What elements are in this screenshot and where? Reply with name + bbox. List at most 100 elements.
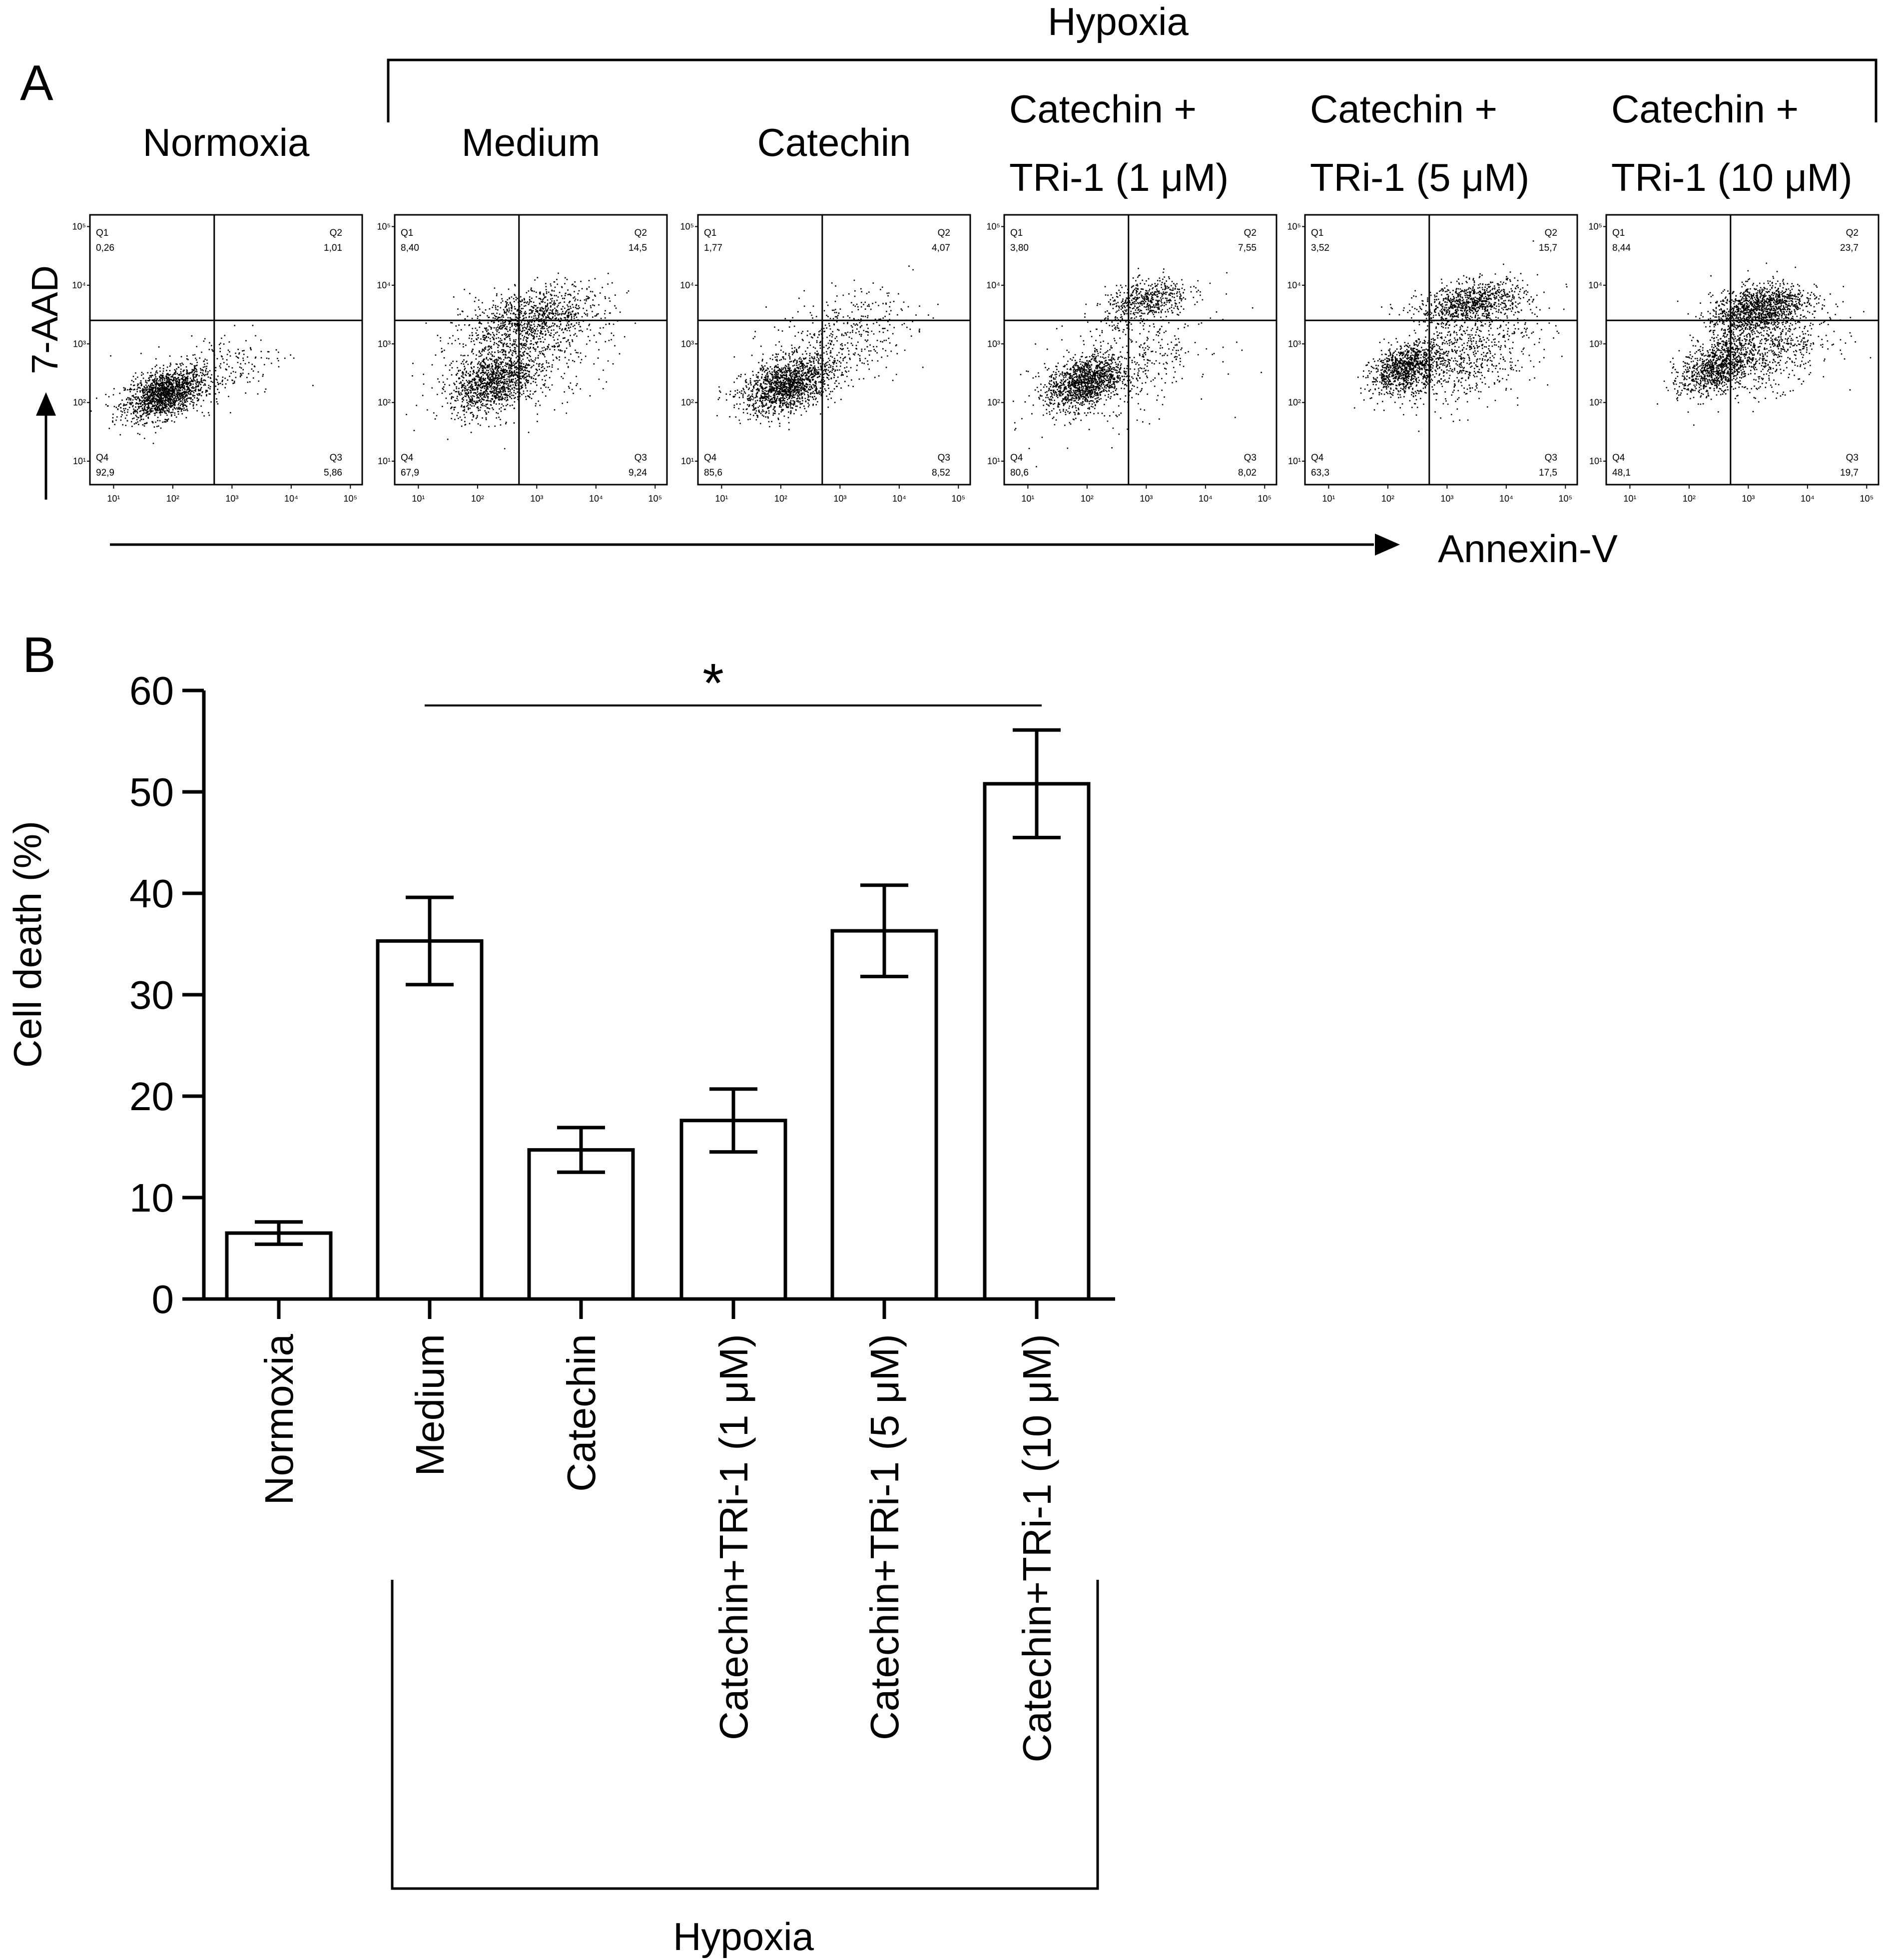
x-tick-label: 10²	[166, 494, 179, 504]
y-tick-label: 10	[129, 1176, 174, 1220]
dot-cloud	[406, 272, 636, 450]
x-tick-label: 10³	[1140, 494, 1153, 504]
flow-plot: Medium Q1 8,40 Q2 14,5 Q4 67,9 Q3 9,24 10¹ 10¹ 10² 1…	[377, 120, 668, 504]
x-tick-label: 10⁵	[344, 494, 357, 504]
quadrant-name: Q3	[634, 453, 647, 463]
quadrant-name: Q3	[1846, 453, 1859, 463]
y-tick-label: 10⁵	[72, 221, 86, 231]
quadrant-name: Q2	[1846, 228, 1859, 238]
y-tick-label: 10⁴	[72, 280, 86, 290]
event-dots	[1013, 268, 1262, 468]
quadrant-name: Q3	[1244, 453, 1257, 463]
y-tick-label: 10⁴	[1588, 280, 1602, 290]
y-axis-title: Cell death (%)	[5, 821, 49, 1068]
plot-title: Catechin +	[1611, 87, 1799, 131]
bar-group	[376, 895, 484, 1319]
y-tick-label: 10²	[681, 398, 694, 408]
plot-title: TRi-1 (5 μM)	[1310, 155, 1529, 199]
quadrant-value-q4: 67,9	[401, 468, 419, 478]
y-tick-label: 10⁵	[987, 221, 1000, 231]
x-tick-label: 10²	[1381, 494, 1394, 504]
y-tick-label: 10¹	[378, 456, 391, 466]
quadrant-value-q3: 17,5	[1539, 468, 1557, 478]
x-tick-label: 10²	[1081, 494, 1094, 504]
quadrant-value-q4: 85,6	[704, 468, 722, 478]
bar	[830, 929, 938, 1301]
y-tick-label: 10³	[1589, 339, 1602, 349]
y-tick-label: 10¹	[681, 456, 694, 466]
quadrant-value-q2: 1,01	[324, 243, 342, 253]
flow-plot: Normoxia Q1 0,26 Q2 1,01 Q4 92,9 Q3 5,86 10¹ 10¹ 10…	[72, 120, 363, 504]
quadrant-value-q3: 9,24	[629, 468, 647, 478]
bar-group	[983, 728, 1091, 1319]
dot-cloud	[1013, 268, 1262, 468]
y-tick-label: 30	[129, 973, 174, 1017]
quadrant-name: Q1	[401, 228, 413, 238]
y-tick-label: 10⁴	[1287, 280, 1301, 290]
x-category-label: Normoxia	[257, 1334, 301, 1505]
event-dots	[90, 325, 314, 444]
y-tick-label: 10²	[378, 398, 391, 408]
quadrant-name: Q2	[330, 228, 342, 238]
quadrant-value-q1: 8,44	[1612, 243, 1631, 253]
x-tick-label: 10⁵	[1559, 494, 1572, 504]
quadrant-name: Q1	[1010, 228, 1023, 238]
dot-cloud	[716, 265, 939, 431]
x-tick-label: 10¹	[1322, 494, 1335, 504]
significance-star: *	[702, 653, 724, 714]
y-tick-label: 10³	[378, 339, 391, 349]
bar	[376, 939, 484, 1301]
dot-cloud	[90, 325, 314, 444]
quadrant-name: Q2	[1545, 228, 1557, 238]
x-tick-label: 10³	[530, 494, 543, 504]
x-category-label: Catechin+TRi-1 (10 μM)	[1015, 1334, 1059, 1762]
x-tick-label: 10⁴	[1801, 494, 1815, 504]
x-axis-label-annexin: Annexin-V	[1438, 527, 1618, 571]
y-tick-label: 10⁴	[986, 280, 1000, 290]
y-tick-label: 10⁴	[680, 280, 694, 290]
quadrant-name: Q2	[634, 228, 647, 238]
quadrant-value-q1: 3,52	[1311, 243, 1329, 253]
quadrant-value-q1: 3,80	[1010, 243, 1029, 253]
event-dots	[1353, 240, 1568, 432]
y-ticks: 0 10 20 30 40 50 60	[129, 668, 204, 1321]
x-tick-label: 10⁵	[648, 494, 662, 504]
quadrant-value-q4: 80,6	[1010, 468, 1029, 478]
x-tick-label: 10⁴	[1499, 494, 1513, 504]
x-tick-label: 10⁴	[1199, 494, 1213, 504]
quadrant-value-q4: 48,1	[1612, 468, 1631, 478]
hypoxia-bracket-b	[391, 1580, 1099, 1890]
x-tick-label: 10³	[225, 494, 238, 504]
bar	[983, 782, 1091, 1301]
x-tick-label: 10²	[774, 494, 787, 504]
quadrant-value-q2: 23,7	[1840, 243, 1859, 253]
x-tick-label: 10¹	[1623, 494, 1636, 504]
bar-group	[225, 1220, 333, 1319]
plot-title: TRi-1 (10 μM)	[1611, 155, 1853, 199]
y-tick-label: 10²	[1589, 398, 1602, 408]
y-tick-label: 10⁴	[377, 280, 391, 290]
quadrant-name: Q3	[330, 453, 342, 463]
y-tick-label: 10⁵	[680, 221, 694, 231]
quadrant-name: Q1	[1311, 228, 1323, 238]
quadrant-name: Q1	[704, 228, 716, 238]
y-tick-label: 40	[129, 871, 174, 916]
x-category-label: Catechin+TRi-1 (1 μM)	[711, 1334, 756, 1740]
hypoxia-bracket-a	[387, 58, 1878, 122]
quadrant-name: Q1	[1612, 228, 1625, 238]
bar-group	[679, 1087, 787, 1319]
x-tick-label: 10²	[471, 494, 484, 504]
x-tick-labels: Normoxia Medium Catechin Catechin+TRi-1 (1 …	[257, 1334, 1059, 1763]
plot-title: TRi-1 (1 μM)	[1009, 155, 1229, 199]
y-tick-label: 10²	[987, 398, 1000, 408]
panel-b-label: B	[22, 627, 56, 683]
quadrant-name: Q3	[938, 453, 950, 463]
plot-frame	[1003, 214, 1277, 486]
x-tick-label: 10⁵	[1258, 494, 1271, 504]
dot-cloud	[1657, 262, 1872, 426]
y-tick-label: 20	[129, 1074, 174, 1119]
y-tick-label: 10⁵	[1589, 221, 1602, 231]
flow-plot: Catechin + TRi-1 (5 μM) Q1 3,52 Q2 15,7 Q4 63,3…	[1287, 87, 1578, 504]
y-axis-label-7aad: 7-AAD	[24, 265, 65, 374]
